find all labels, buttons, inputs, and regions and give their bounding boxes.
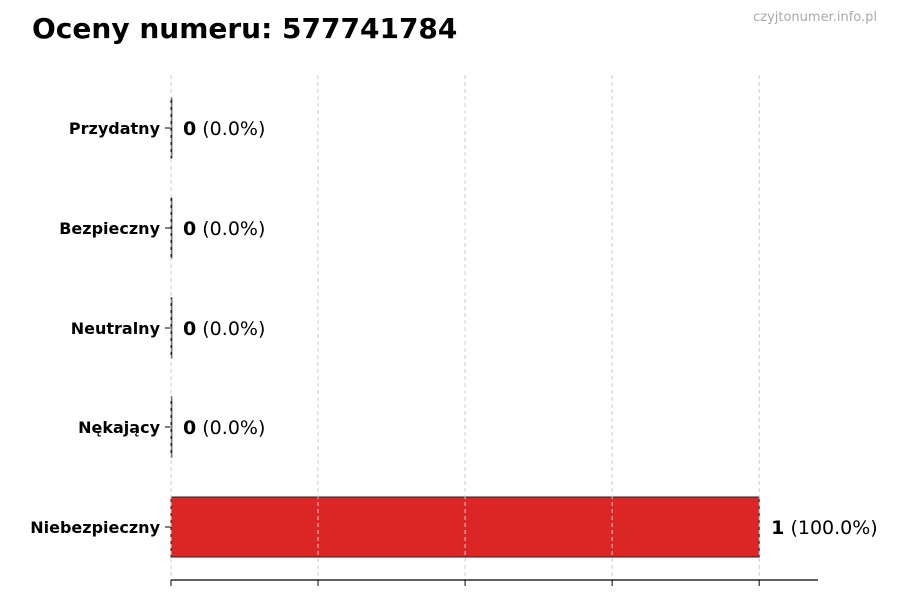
data-label: 0 (0.0%) (183, 318, 265, 340)
chart-title: Oceny numeru: 577741784 (32, 12, 458, 45)
category-label: Nękający (78, 418, 160, 437)
category-label: Niebezpieczny (30, 518, 160, 537)
data-label-count: 0 (183, 417, 196, 439)
data-label-count: 1 (771, 517, 784, 539)
data-label: 0 (0.0%) (183, 417, 265, 439)
data-label-pct: (0.0%) (196, 318, 265, 340)
data-label: 0 (0.0%) (183, 218, 265, 240)
watermark: czyjtonumer.info.pl (753, 10, 877, 25)
data-label-count: 0 (183, 118, 196, 140)
category-label: Neutralny (71, 319, 161, 338)
category-label: Przydatny (69, 119, 161, 138)
data-label-pct: (0.0%) (196, 118, 265, 140)
data-label: 0 (0.0%) (183, 118, 265, 140)
data-label-pct: (0.0%) (196, 218, 265, 240)
bar (170, 197, 173, 259)
data-label-pct: (100.0%) (784, 517, 877, 539)
data-label: 1 (100.0%) (771, 517, 878, 539)
data-label-count: 0 (183, 218, 196, 240)
data-label-count: 0 (183, 318, 196, 340)
data-label-pct: (0.0%) (196, 417, 265, 439)
category-label: Bezpieczny (59, 219, 160, 238)
